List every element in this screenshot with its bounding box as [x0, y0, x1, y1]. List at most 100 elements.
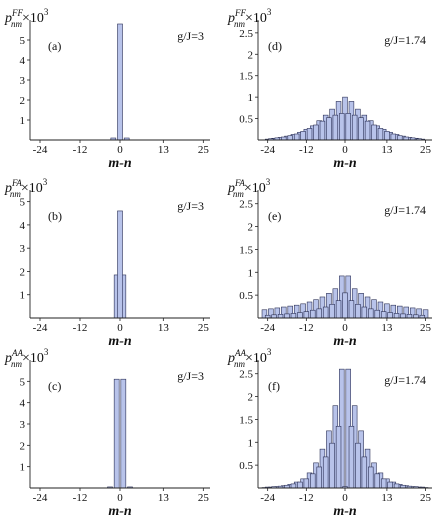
bar — [310, 309, 316, 319]
y-axis-title-base: p — [4, 11, 12, 26]
y-axis-title-sub: nm — [10, 189, 22, 199]
bar — [319, 120, 326, 141]
bar — [310, 473, 316, 489]
bar — [120, 378, 127, 489]
x-tick-label: -12 — [73, 492, 88, 504]
x-tick-label: 25 — [198, 492, 210, 504]
bar — [277, 314, 284, 319]
x-tick-label: -12 — [73, 322, 88, 334]
bar — [380, 478, 387, 489]
panel-label: (d) — [268, 39, 282, 53]
x-tick-label: 25 — [198, 322, 210, 334]
bar — [348, 425, 355, 489]
y-axis-title: pAA nm×103 — [4, 347, 49, 369]
bar — [368, 308, 374, 319]
y-axis-title: pFA nm×103 — [4, 177, 48, 199]
bar — [358, 117, 364, 141]
bar — [361, 456, 368, 489]
bar — [287, 135, 293, 141]
y-axis-title-factor: ×10 — [245, 351, 267, 366]
bar — [284, 313, 290, 319]
x-tick-label: 25 — [420, 492, 432, 504]
parameter-label: g/J=3 — [177, 199, 204, 213]
bar — [329, 442, 335, 489]
bar — [329, 303, 335, 319]
bar — [113, 378, 120, 489]
x-tick-label: 25 — [420, 144, 432, 156]
bar — [339, 113, 345, 141]
x-tick-label: -24 — [260, 144, 275, 156]
bar — [316, 466, 322, 489]
x-tick-label: 13 — [381, 322, 393, 334]
y-tick-label: 0.5 — [239, 114, 253, 126]
y-tick-label: 4 — [20, 398, 26, 410]
x-tick-label: -24 — [260, 322, 275, 334]
y-axis-title-factor: ×10 — [22, 351, 44, 366]
x-axis-title: m-n — [333, 156, 357, 171]
bar — [380, 311, 387, 319]
y-axis-title: pFF nm×103 — [227, 7, 272, 29]
x-tick-label: 13 — [158, 492, 170, 504]
x-tick-label: -24 — [33, 492, 48, 504]
y-axis-title-sup: FF — [11, 8, 23, 18]
x-tick-label: 0 — [342, 144, 348, 156]
bar — [371, 124, 377, 141]
panel-f: -24 -12 0 13 25 0.5 1 1.5 2 2.5 m-n (f) g/J=1.74 pAA n… — [227, 347, 432, 517]
y-tick-label: 5 — [20, 376, 26, 388]
x-tick-label: -12 — [299, 492, 314, 504]
bar — [271, 314, 277, 319]
x-tick-label: 0 — [117, 144, 123, 156]
y-axis-title-base: p — [227, 181, 235, 196]
x-tick-label: 0 — [342, 322, 348, 334]
x-tick-label: 0 — [342, 492, 348, 504]
y-axis-title-base: p — [227, 11, 235, 26]
bar — [342, 292, 348, 319]
bar — [326, 117, 332, 141]
y-axis-title-exp: 3 — [43, 177, 48, 187]
bar — [413, 314, 419, 319]
x-tick-label: 13 — [158, 322, 170, 334]
y-axis-title-sub: nm — [11, 19, 23, 29]
x-tick-label: 13 — [381, 144, 393, 156]
bar — [300, 131, 306, 141]
bar — [397, 135, 403, 141]
panel-d: -24 -12 0 13 25 0.5 1 1.5 2 2.5 m-n (d) g/J=1.74 pFF n… — [227, 7, 432, 171]
x-axis-title: m-n — [108, 156, 132, 171]
y-axis-title-sub: nm — [234, 359, 246, 369]
x-tick-label: 0 — [117, 322, 123, 334]
x-tick-label: 13 — [158, 144, 170, 156]
x-tick-label: 25 — [198, 144, 210, 156]
bar — [368, 466, 374, 489]
bar — [316, 308, 322, 319]
y-tick-label: 2 — [20, 266, 26, 278]
y-tick-label: 5 — [20, 197, 26, 209]
parameter-label: g/J=3 — [177, 369, 204, 383]
bar — [377, 128, 384, 141]
y-axis-title-sup: AA — [234, 348, 246, 358]
y-tick-label: 2.5 — [239, 199, 253, 211]
y-tick-label: 1 — [20, 290, 26, 302]
y-axis-title: pFA nm×103 — [227, 177, 271, 199]
y-tick-label: 4 — [20, 55, 26, 67]
bar — [390, 133, 397, 141]
y-tick-label: 2 — [20, 95, 26, 107]
x-tick-label: 25 — [420, 322, 432, 334]
x-tick-label: -12 — [299, 144, 314, 156]
y-tick-label: 0.5 — [239, 290, 253, 302]
y-axis-title-sub: nm — [233, 189, 245, 199]
bar — [348, 300, 355, 319]
y-axis-title-factor: ×10 — [21, 181, 43, 196]
x-axis-title: m-n — [108, 334, 132, 349]
x-tick-label: -12 — [299, 322, 314, 334]
y-axis-title-base: p — [4, 181, 12, 196]
bar — [406, 314, 413, 319]
bar — [303, 311, 310, 319]
parameter-label: g/J=1.74 — [384, 203, 426, 217]
y-axis-title-sub: nm — [11, 359, 23, 369]
y-axis-title-exp: 3 — [44, 347, 49, 357]
bar — [374, 309, 380, 319]
panel-label: (f) — [268, 379, 280, 393]
y-tick-label: 5 — [20, 35, 26, 47]
